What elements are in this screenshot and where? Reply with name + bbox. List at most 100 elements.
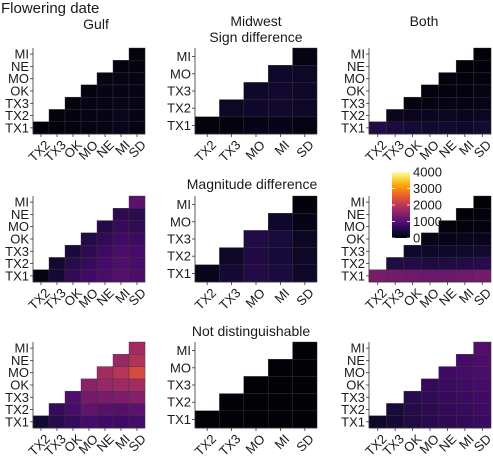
- heatmap-cell: [96, 257, 114, 270]
- heatmap-cell: [421, 257, 439, 270]
- heatmap-cell: [64, 415, 82, 429]
- heatmap-cell: [112, 269, 130, 283]
- heatmap-cell: [268, 376, 293, 394]
- heatmap-cell: [128, 195, 146, 209]
- heatmap-cell: [80, 403, 98, 416]
- heatmap-cell: [64, 269, 82, 283]
- colorbar-tick-label: 0: [413, 231, 420, 246]
- heatmap-cell: [473, 84, 492, 98]
- heatmap-cell: [292, 47, 318, 66]
- heatmap-cell: [112, 232, 130, 246]
- heatmap-cell: [455, 366, 474, 380]
- heatmap-cell: [421, 378, 439, 392]
- y-tick-label: TX1: [5, 414, 29, 429]
- y-tick-label: MO: [8, 71, 29, 86]
- heatmap-cell: [243, 264, 269, 283]
- heatmap-cell: [473, 390, 492, 404]
- y-tick-label: TX2: [167, 249, 191, 264]
- heatmap-cell: [96, 232, 114, 246]
- colorbar-tick-label: 4000: [413, 165, 442, 180]
- y-tick-label: TX3: [5, 244, 29, 259]
- heatmap-cell: [438, 403, 457, 416]
- heatmap-cell: [292, 247, 318, 266]
- heatmap-cell: [268, 410, 293, 429]
- heatmap-cell: [112, 378, 130, 392]
- y-tick-label: NE: [347, 207, 365, 222]
- y-tick-label: TX3: [167, 84, 191, 99]
- y-tick-label: TX1: [341, 120, 365, 135]
- heatmap-cell: [268, 247, 293, 266]
- y-tick-label: OK: [346, 84, 365, 99]
- heatmap-cell: [128, 232, 146, 246]
- heatmap-cell: [268, 393, 293, 412]
- heatmap-cell: [473, 195, 492, 209]
- heatmap-cell: [128, 378, 146, 392]
- heatmap-cell: [292, 212, 318, 231]
- heatmap-cell: [386, 121, 405, 135]
- heatmap-cell: [455, 208, 474, 221]
- x-tick-label: SD: [126, 285, 149, 308]
- x-tick-label: MI: [271, 431, 292, 452]
- heatmap-cell: [128, 72, 146, 86]
- heatmap-cell: [455, 72, 474, 86]
- heatmap-cell: [455, 96, 474, 110]
- heatmap-cell: [96, 390, 114, 404]
- heatmap-cell: [473, 109, 492, 122]
- heatmap-cell: [128, 257, 146, 270]
- heatmap-cell: [438, 390, 457, 404]
- heatmap-cell: [96, 84, 114, 98]
- heatmap-cell: [292, 341, 318, 360]
- heatmap-cell: [80, 84, 98, 98]
- heatmap-cell: [112, 354, 130, 367]
- y-tick-label: MO: [8, 365, 29, 380]
- col-title-midwest: Midwest: [230, 13, 281, 29]
- heatmap-cell: [455, 84, 474, 98]
- heatmap-cell: [243, 376, 269, 394]
- heatmap-cell: [128, 47, 146, 61]
- y-tick-label: NE: [11, 59, 29, 74]
- x-tick-label: SD: [471, 285, 493, 308]
- y-tick-label: MI: [15, 47, 29, 62]
- y-tick-label: OK: [346, 232, 365, 247]
- heatmap-cell: [80, 390, 98, 404]
- heatmap-cell: [243, 99, 269, 118]
- heatmap-cell: [473, 96, 492, 110]
- heatmap-cell: [48, 403, 66, 416]
- heatmap-cell: [473, 257, 492, 270]
- heatmap-cell: [219, 116, 245, 135]
- heatmap-cell: [455, 257, 474, 270]
- y-tick-label: MO: [170, 66, 191, 81]
- y-tick-label: TX2: [5, 402, 29, 417]
- heatmap-cell: [473, 60, 492, 73]
- heatmap-cell: [268, 116, 293, 135]
- heatmap-cell: [292, 195, 318, 214]
- panels-layer: TX1TX2TX3OKMONEMITX2TX3OKMONEMISDTX1TX2T…: [5, 47, 493, 459]
- heatmap-cell: [32, 269, 50, 283]
- colorbar-tick-label: 1000: [413, 214, 442, 229]
- heatmap-cell: [80, 121, 98, 135]
- heatmap-cell: [112, 109, 130, 122]
- y-tick-label: MI: [177, 49, 191, 64]
- heatmap-cell: [96, 378, 114, 392]
- x-tick-label: SD: [293, 431, 316, 454]
- heatmap-cell: [112, 220, 130, 234]
- heatmap-cell: [80, 232, 98, 246]
- heatmap-cell: [96, 244, 114, 258]
- heatmap-cell: [32, 415, 50, 429]
- heatmap-cell: [421, 390, 439, 404]
- heatmap-cell: [473, 341, 492, 355]
- heatmap-cell: [473, 220, 492, 234]
- y-tick-label: TX2: [5, 256, 29, 271]
- heatmap-cell: [438, 366, 457, 380]
- x-tick-label: MO: [242, 431, 267, 456]
- x-tick-label: TX3: [216, 137, 243, 164]
- heatmap-cell: [473, 232, 492, 246]
- heatmap-cell: [473, 378, 492, 392]
- heatmap-cell: [112, 208, 130, 221]
- heatmap-cell: [455, 403, 474, 416]
- x-tick-label: SD: [471, 137, 493, 160]
- heatmap-cell: [455, 232, 474, 246]
- y-tick-label: TX3: [341, 96, 365, 111]
